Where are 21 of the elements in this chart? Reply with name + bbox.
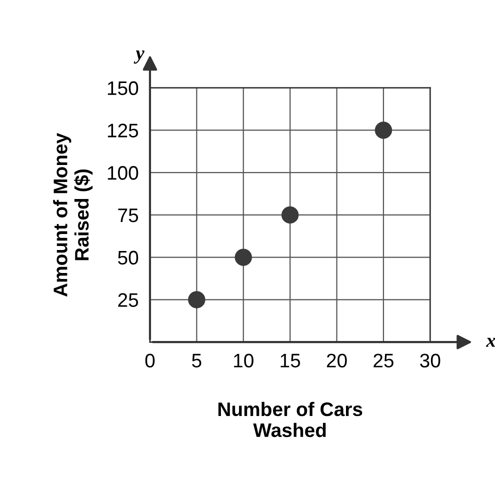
- x-tick-label: 5: [192, 354, 202, 368]
- y-tick-label: 125: [108, 124, 138, 138]
- y-tick-label: 50: [118, 250, 138, 265]
- x-tick-label: 20: [326, 354, 347, 368]
- x-tick-label: 30: [420, 354, 440, 368]
- x-tick-label: 10: [234, 354, 254, 368]
- point: [234, 248, 252, 266]
- point: [188, 291, 206, 308]
- y-tick-label: 100: [108, 166, 138, 180]
- y-tick-label: 25: [118, 293, 138, 307]
- text: y: [134, 50, 144, 64]
- x-tick-label: 15: [280, 354, 300, 368]
- x-tick-label: 0: [145, 354, 155, 368]
- y-axis-title: Amount of Money Raised ($): [53, 132, 93, 297]
- y-tick-label: 150: [108, 81, 138, 96]
- x-axis-title: Number of Cars Washed: [218, 402, 362, 438]
- point: [281, 206, 299, 224]
- point: [374, 122, 392, 139]
- y-tick-label: 75: [118, 208, 138, 222]
- x-tick-label: 25: [374, 354, 394, 368]
- text: x: [486, 338, 495, 347]
